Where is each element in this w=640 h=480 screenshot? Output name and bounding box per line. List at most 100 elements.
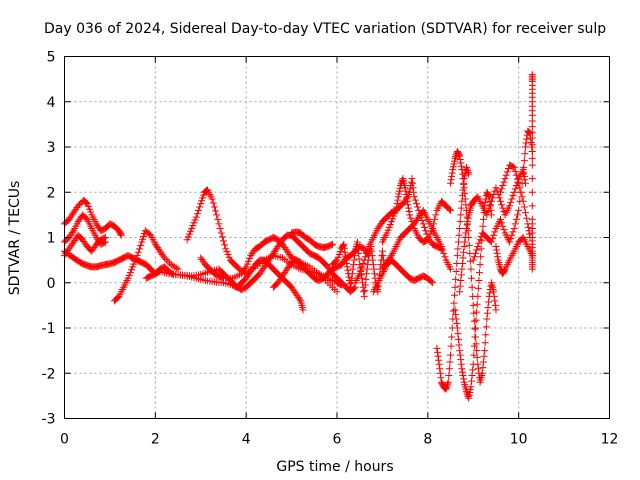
data-point xyxy=(394,196,402,204)
data-point xyxy=(221,241,229,249)
data-point xyxy=(470,309,478,317)
data-point xyxy=(472,324,480,332)
x-tick-label: 2 xyxy=(151,432,160,448)
series-track-e xyxy=(110,227,182,305)
data-point xyxy=(511,220,519,228)
data-point xyxy=(464,214,472,222)
data-point xyxy=(512,171,520,179)
data-point xyxy=(474,292,482,300)
data-point xyxy=(457,356,465,364)
data-point xyxy=(461,238,469,246)
data-point xyxy=(466,257,474,265)
data-point xyxy=(478,369,486,377)
data-point xyxy=(482,331,490,339)
data-point xyxy=(460,179,468,187)
data-point xyxy=(506,238,514,246)
data-point xyxy=(341,248,349,256)
data-point xyxy=(468,372,476,380)
data-point xyxy=(500,266,508,274)
data-point xyxy=(474,243,482,251)
data-point xyxy=(508,195,516,203)
data-point xyxy=(405,207,413,215)
data-point xyxy=(409,184,417,192)
data-point xyxy=(510,163,518,171)
data-point xyxy=(469,301,477,309)
data-point xyxy=(411,196,419,204)
data-point xyxy=(363,249,371,257)
data-point xyxy=(520,163,528,171)
data-point xyxy=(361,281,369,289)
data-point xyxy=(353,238,361,246)
y-tick-label: -2 xyxy=(42,366,56,382)
data-point xyxy=(497,188,504,196)
data-point xyxy=(446,358,454,366)
data-point xyxy=(490,231,498,239)
data-point xyxy=(490,288,498,296)
data-point xyxy=(485,298,493,306)
data-point xyxy=(492,243,500,251)
data-point xyxy=(437,243,445,251)
data-point xyxy=(447,176,455,184)
data-point xyxy=(444,378,452,386)
data-point xyxy=(451,306,459,314)
data-point xyxy=(344,266,352,274)
data-point xyxy=(459,372,467,380)
data-point xyxy=(137,241,145,249)
data-point xyxy=(473,246,481,254)
data-point xyxy=(455,231,463,239)
y-tick-label: 1 xyxy=(47,231,56,247)
data-point xyxy=(470,351,478,359)
data-point xyxy=(410,193,418,201)
data-point xyxy=(361,253,369,261)
data-point xyxy=(443,383,451,391)
data-point xyxy=(419,220,427,228)
data-point xyxy=(499,222,507,230)
data-point xyxy=(521,150,529,158)
data-point xyxy=(486,289,494,297)
data-point xyxy=(509,228,517,236)
x-tick-label: 6 xyxy=(333,432,342,448)
data-point xyxy=(479,222,487,230)
data-point xyxy=(433,348,441,356)
data-point xyxy=(457,276,465,284)
data-point xyxy=(192,213,200,221)
data-point xyxy=(435,356,443,364)
data-point xyxy=(454,335,462,343)
data-point xyxy=(453,252,461,260)
data-point xyxy=(489,194,497,202)
data-point xyxy=(518,193,526,201)
data-point xyxy=(355,249,363,257)
data-point xyxy=(455,151,463,159)
data-point xyxy=(327,241,335,249)
data-point xyxy=(521,176,529,184)
data-point xyxy=(462,224,470,232)
data-point xyxy=(363,265,371,273)
data-point xyxy=(485,192,493,200)
data-point xyxy=(406,211,414,219)
data-point xyxy=(117,231,125,239)
data-point xyxy=(445,205,453,213)
data-point xyxy=(470,317,478,325)
data-point xyxy=(376,271,384,279)
data-point xyxy=(515,179,523,187)
data-point xyxy=(470,253,478,261)
data-point xyxy=(457,162,465,170)
data-point xyxy=(403,194,411,202)
data-point xyxy=(499,181,507,189)
data-point xyxy=(447,179,455,187)
data-point xyxy=(422,227,430,235)
data-point xyxy=(497,215,504,223)
data-point xyxy=(456,351,464,359)
data-point xyxy=(491,297,499,305)
x-tick-label: 4 xyxy=(242,432,251,448)
data-point xyxy=(456,282,464,290)
data-point xyxy=(457,159,465,167)
data-point xyxy=(514,211,522,219)
data-point xyxy=(349,261,357,269)
data-point xyxy=(444,380,452,388)
y-tick-label: -3 xyxy=(42,412,56,428)
data-point xyxy=(368,252,376,260)
data-point xyxy=(457,271,465,279)
data-point xyxy=(351,252,359,260)
data-point xyxy=(392,206,400,214)
